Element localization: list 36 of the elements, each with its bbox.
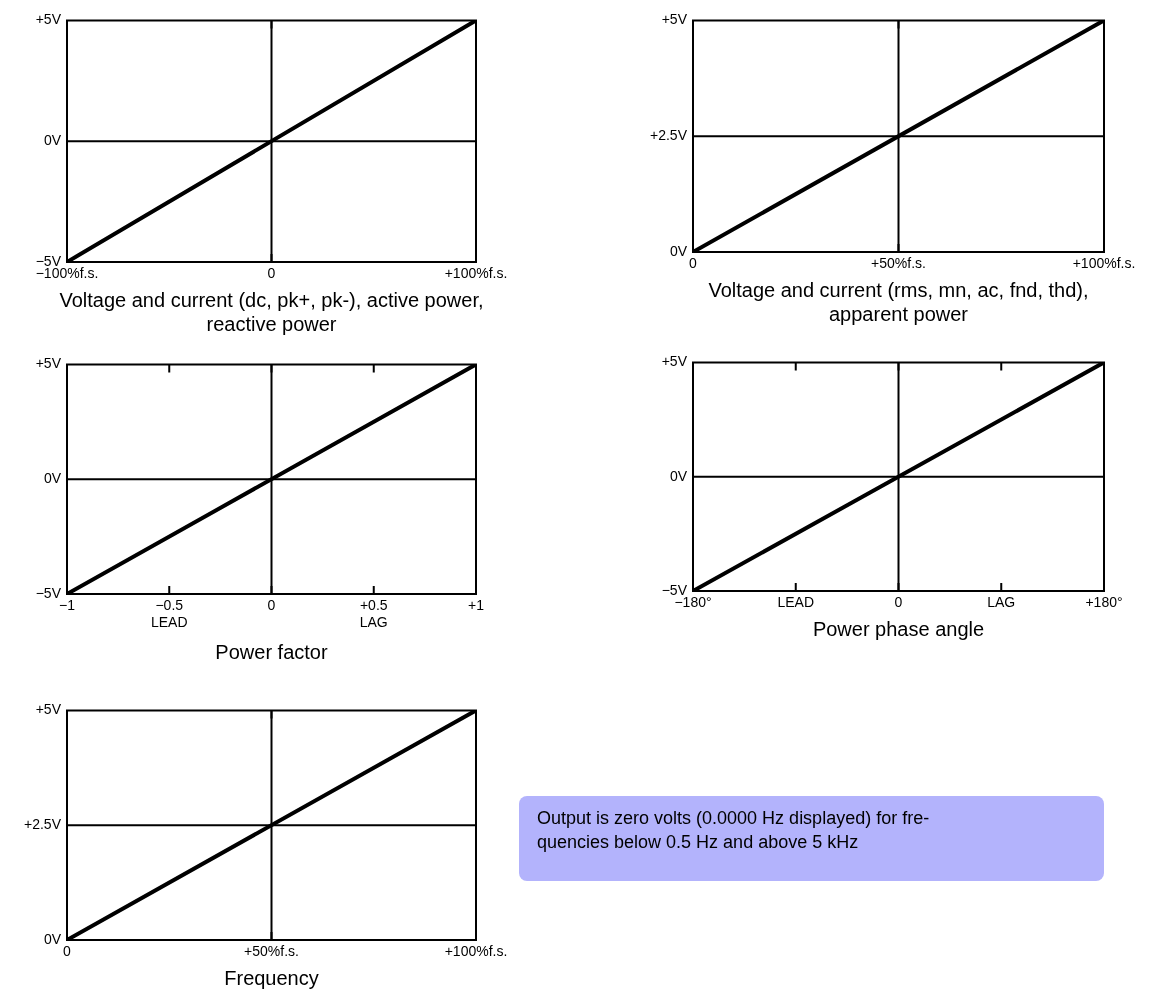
x-axis-title: Voltage and current (rms, mn, ac, fnd, thd), apparent power (707, 278, 1090, 326)
x-tick-label: +50%f.s. (871, 255, 926, 272)
x-tick-label: +100%f.s. (444, 943, 508, 960)
y-tick-label: 0V (669, 467, 688, 484)
x-tick-label: 0 (267, 597, 276, 614)
x-tick-label: +100%f.s. (444, 265, 508, 282)
x-tick-label: 0 (894, 594, 903, 611)
x-axis-title: Power factor (214, 640, 329, 664)
y-tick-label: 0V (669, 242, 688, 259)
y-tick-label: +5V (35, 701, 62, 718)
x-axis-title: Power phase angle (811, 617, 986, 641)
y-tick-label: +5V (661, 11, 688, 28)
x-tick-label: +50%f.s. (244, 943, 299, 960)
x-tick-label: +100%f.s. (1072, 255, 1136, 272)
x-tick-label: +0.5 LAG (359, 597, 388, 631)
y-tick-label: +5V (35, 11, 62, 28)
y-tick-label: +5V (661, 353, 688, 370)
x-tick-label: 0 (689, 255, 698, 272)
x-tick-label: 0 (267, 265, 276, 282)
x-tick-label: −1 (59, 597, 76, 614)
x-axis-title: Voltage and current (dc, pk+, pk-), active power, reactive power (58, 288, 485, 336)
y-tick-label: +5V (35, 355, 62, 372)
x-tick-label: +180° (1085, 594, 1123, 611)
y-tick-label: +2.5V (650, 127, 688, 144)
x-tick-label: 0 (63, 943, 72, 960)
y-tick-label: +2.5V (24, 816, 62, 833)
x-tick-label: LAG (987, 594, 1016, 611)
x-tick-label: LEAD (777, 594, 815, 611)
x-tick-label: +1 (468, 597, 485, 614)
y-tick-label: 0V (43, 132, 62, 149)
text: Output is zero volts (0.0000 Hz displayed) for fre- quencies below 0.5 Hz and above 5 kHz (519, 796, 1104, 881)
y-tick-label: 0V (43, 930, 62, 947)
x-axis-title: Frequency (223, 966, 320, 990)
x-tick-label: −0.5 LEAD (150, 597, 188, 631)
y-tick-label: −5V (35, 584, 62, 601)
y-tick-label: 0V (43, 470, 62, 487)
